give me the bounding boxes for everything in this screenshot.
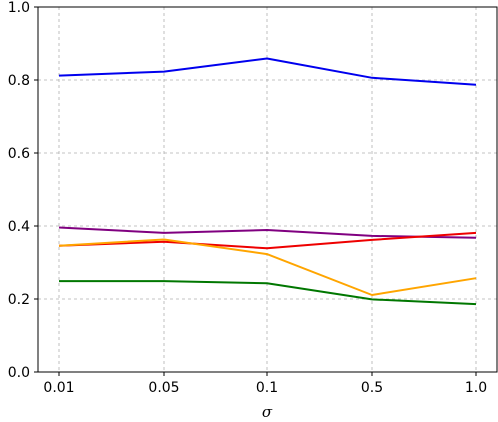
x-tick-label: 0.5 <box>361 380 383 396</box>
series-line-2 <box>58 226 477 239</box>
axis-ticks: 0.01 0.05 0.1 0.5 1.0 0.0 0.2 0.4 0.6 0.8 1.0 <box>8 0 487 396</box>
y-tick-label: 0.8 <box>8 73 30 89</box>
y-tick-label: 0.4 <box>8 219 30 235</box>
y-tick-label: 0.0 <box>8 365 30 381</box>
y-tick-label: 1.0 <box>8 0 30 16</box>
series-line-3 <box>58 231 477 250</box>
x-tick-label: 0.05 <box>148 380 179 396</box>
grid-lines <box>38 6 497 373</box>
series-line-5 <box>59 280 477 306</box>
series-line-4 <box>58 238 477 296</box>
y-tick-label: 0.2 <box>8 292 30 308</box>
x-tick-label: 0.01 <box>43 380 74 396</box>
series-line-1 <box>58 57 477 86</box>
series-lines <box>58 57 477 306</box>
plot-frame <box>37 6 498 373</box>
x-tick-label: 1.0 <box>465 380 487 396</box>
x-axis-label: σ <box>262 403 273 421</box>
y-tick-label: 0.6 <box>8 146 30 162</box>
x-tick-label: 0.1 <box>256 380 278 396</box>
